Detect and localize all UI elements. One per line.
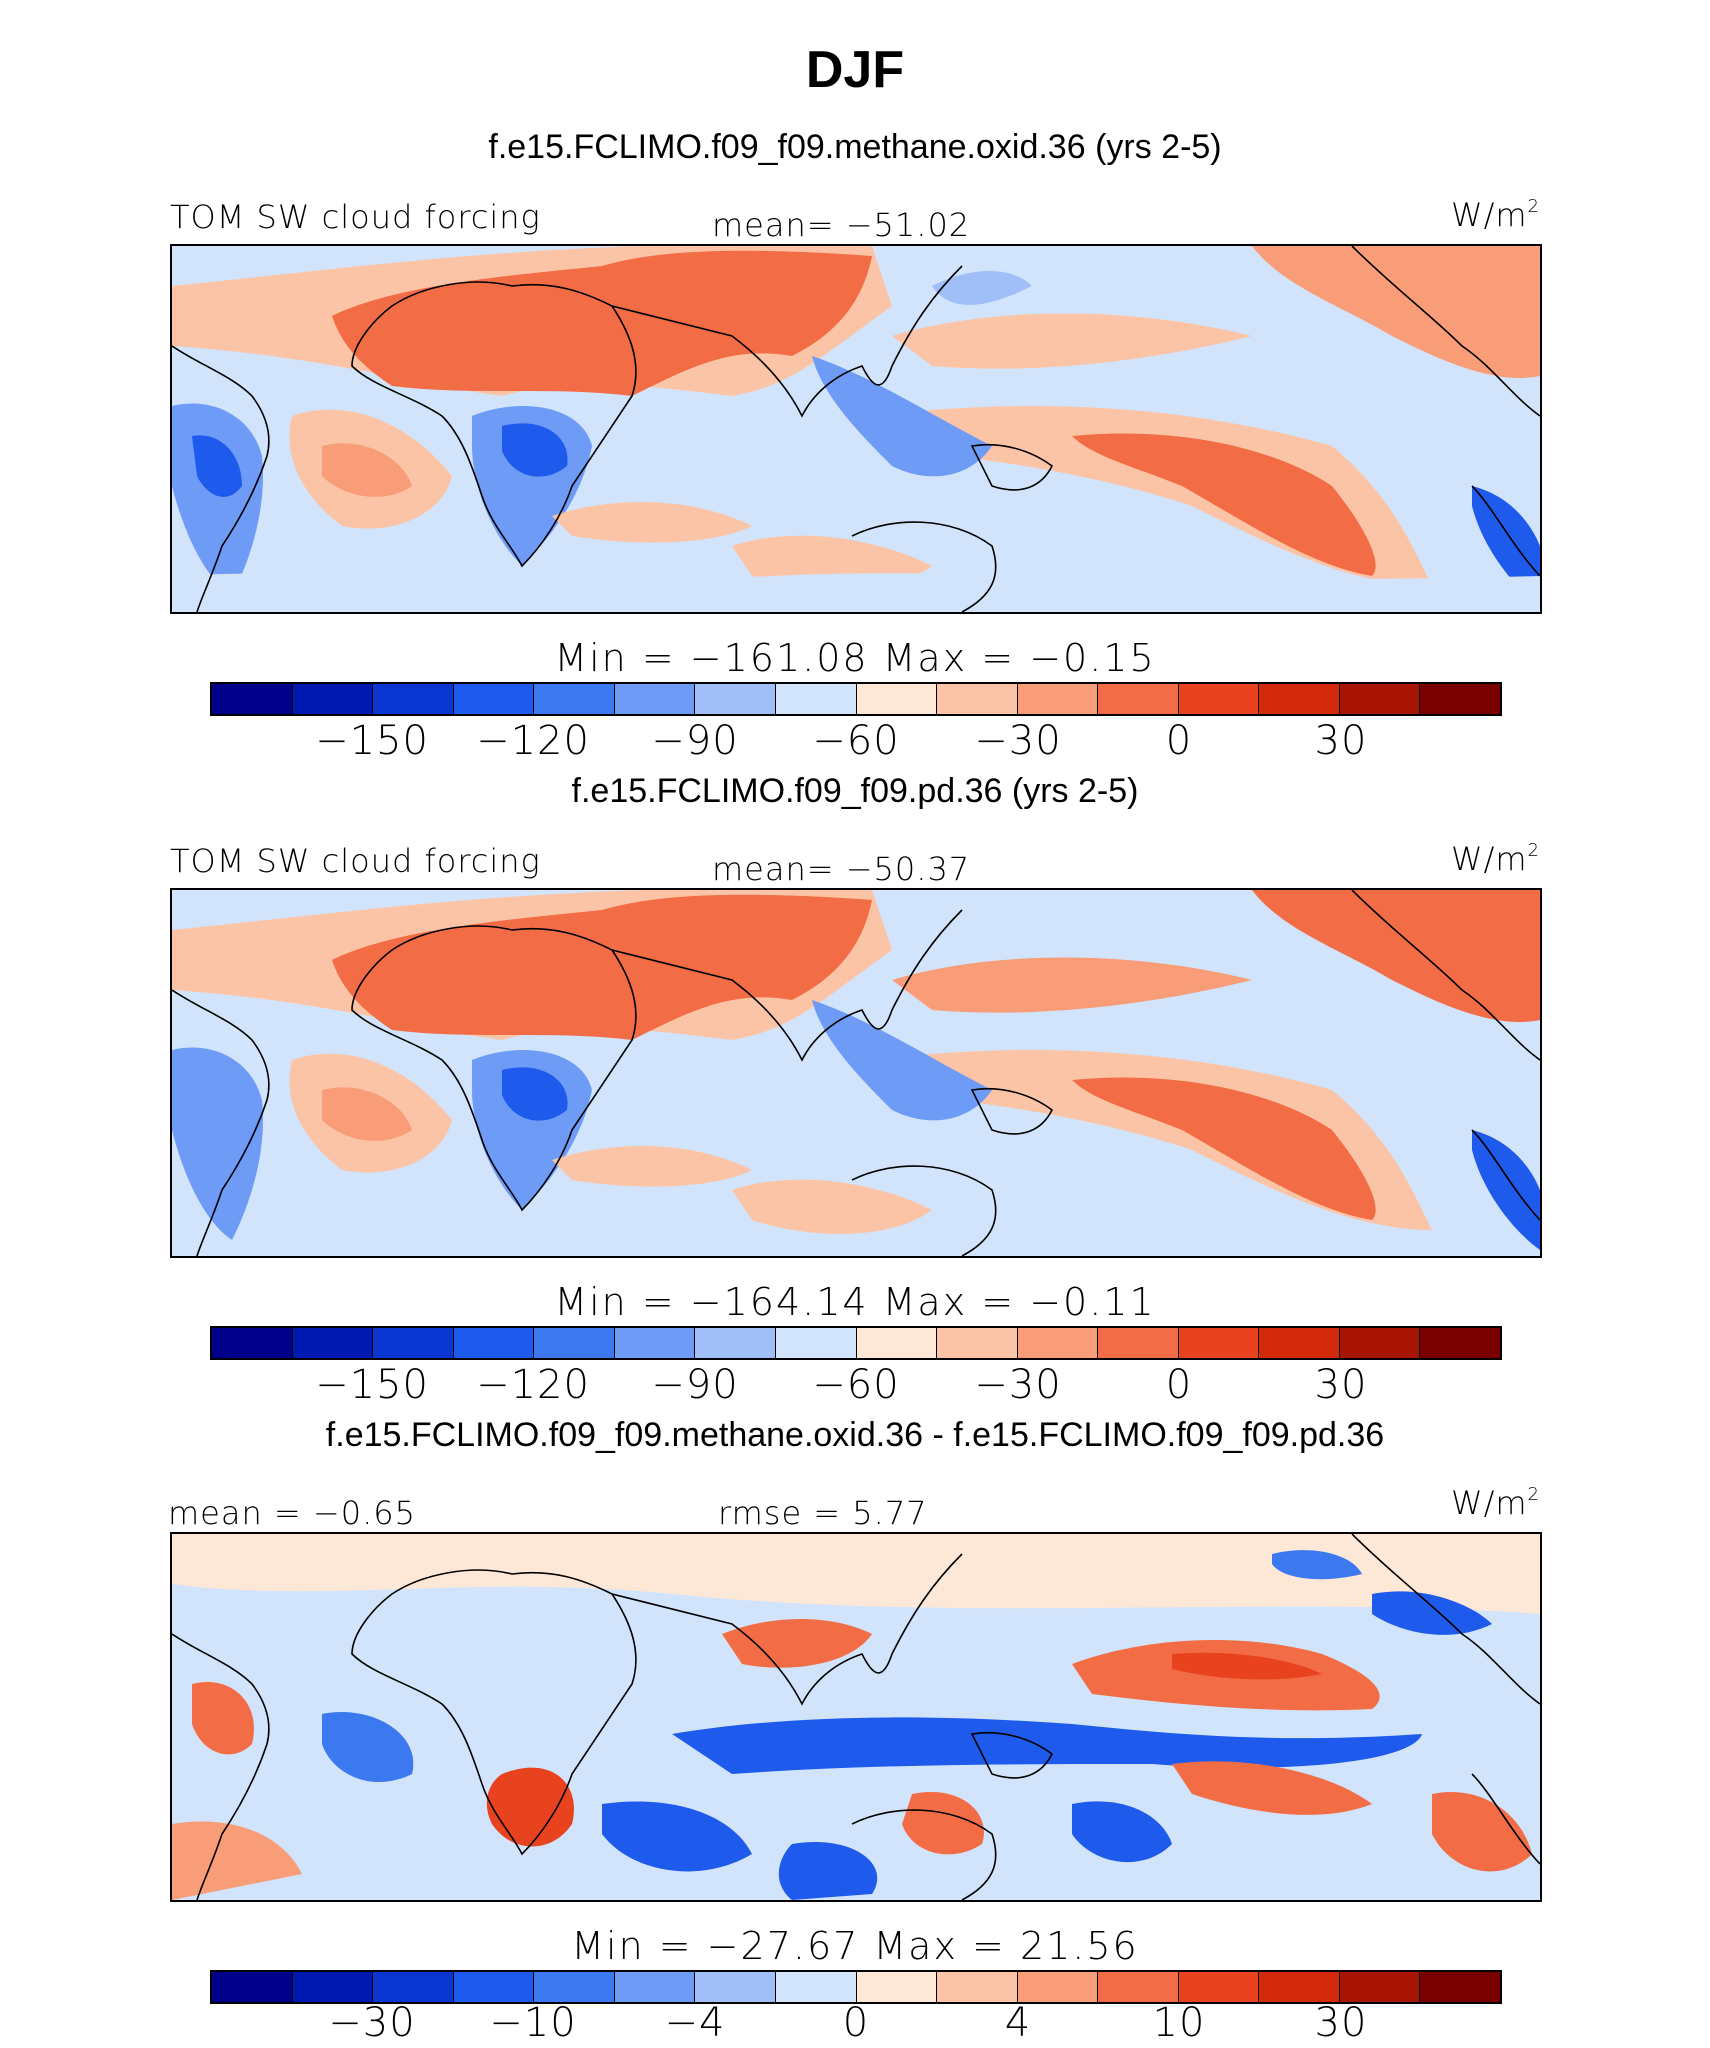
- panel-1-case-title: f.e15.FCLIMO.f09_f09.methane.oxid.36 (yr…: [488, 128, 1222, 166]
- panel-1-map: [170, 244, 1542, 614]
- colorbar-swatch: [695, 1328, 776, 1358]
- panel-3-map: [170, 1532, 1542, 1902]
- panel-3-tick-label: −10: [489, 2000, 577, 2046]
- colorbar-swatch: [1098, 1972, 1179, 2002]
- panel-3-mean-label: mean = −0.65: [168, 1494, 416, 1532]
- panel-2-colorbar: [210, 1326, 1502, 1360]
- colorbar-swatch: [1339, 1972, 1421, 2002]
- colorbar-swatch: [1098, 1328, 1179, 1358]
- colorbar-swatch: [1259, 684, 1340, 714]
- panel-3-tick-label: 30: [1314, 2000, 1368, 2046]
- panel-1-units-label: W/m2: [1450, 196, 1540, 234]
- panel-2-tick-label: 30: [1314, 1362, 1368, 1408]
- colorbar-swatch: [1017, 1328, 1099, 1358]
- panel-1-tick-label: −30: [974, 718, 1062, 764]
- panel-2-tick-label: −60: [812, 1362, 900, 1408]
- colorbar-swatch: [937, 1972, 1018, 2002]
- colorbar-swatch: [775, 684, 857, 714]
- panel-3-rmse-label: rmse = 5.77: [718, 1494, 928, 1532]
- panel-2-tick-label: −150: [315, 1362, 429, 1408]
- panel-1-tick-label: −90: [651, 718, 739, 764]
- panel-3-tick-label: 10: [1152, 2000, 1206, 2046]
- colorbar-swatch: [614, 1972, 696, 2002]
- colorbar-swatch: [1017, 684, 1099, 714]
- colorbar-swatch: [292, 1328, 374, 1358]
- colorbar-swatch: [775, 1328, 857, 1358]
- colorbar-swatch: [1178, 1972, 1260, 2002]
- panel-2-tick-label: −90: [651, 1362, 739, 1408]
- panel-1-min-max: Min = −161.08 Max = −0.15: [554, 636, 1156, 680]
- panel-3-tick-label: 0: [842, 2000, 870, 2046]
- colorbar-swatch: [453, 1328, 535, 1358]
- colorbar-swatch: [373, 684, 454, 714]
- panel-3-tick-label: 4: [1004, 2000, 1032, 2046]
- colorbar-swatch: [212, 1328, 293, 1358]
- colorbar-swatch: [856, 1972, 938, 2002]
- panel-2-case-title: f.e15.FCLIMO.f09_f09.pd.36 (yrs 2-5): [571, 772, 1139, 810]
- colorbar-swatch: [614, 684, 696, 714]
- colorbar-swatch: [292, 1972, 374, 2002]
- panel-1-tick-label: −150: [315, 718, 429, 764]
- colorbar-swatch: [373, 1328, 454, 1358]
- panel-3-min-max: Min = −27.67 Max = 21.56: [571, 1924, 1139, 1968]
- panel-2-variable-label: TOM SW cloud forcing: [170, 842, 541, 880]
- colorbar-swatch: [937, 684, 1018, 714]
- panel-1-variable-label: TOM SW cloud forcing: [170, 198, 541, 236]
- colorbar-swatch: [937, 1328, 1018, 1358]
- panel-3-colorbar: [210, 1970, 1502, 2004]
- colorbar-swatch: [292, 684, 374, 714]
- panel-1-tick-label: −60: [812, 718, 900, 764]
- colorbar-swatch: [534, 1328, 615, 1358]
- panel-3-case-title: f.e15.FCLIMO.f09_f09.methane.oxid.36 - f…: [325, 1416, 1385, 1454]
- colorbar-swatch: [212, 684, 293, 714]
- panel-2-min-max: Min = −164.14 Max = −0.11: [554, 1280, 1156, 1324]
- panel-1-colorbar: [210, 682, 1502, 716]
- colorbar-swatch: [1178, 684, 1260, 714]
- panel-3-units-label: W/m2: [1450, 1484, 1540, 1522]
- panel-2-tick-label: −30: [974, 1362, 1062, 1408]
- panel-2-map: [170, 888, 1542, 1258]
- colorbar-swatch: [453, 684, 535, 714]
- panel-2-mean-label: mean= −50.37: [712, 850, 971, 888]
- colorbar-swatch: [1259, 1972, 1340, 2002]
- colorbar-swatch: [1420, 1328, 1500, 1358]
- colorbar-swatch: [614, 1328, 696, 1358]
- panel-2-units-label: W/m2: [1450, 840, 1540, 878]
- colorbar-swatch: [1017, 1972, 1099, 2002]
- colorbar-swatch: [212, 1972, 293, 2002]
- colorbar-swatch: [856, 684, 938, 714]
- panel-1-mean-label: mean= −51.02: [712, 206, 971, 244]
- panel-2-tick-label: 0: [1165, 1362, 1193, 1408]
- colorbar-swatch: [1420, 684, 1500, 714]
- colorbar-swatch: [695, 684, 776, 714]
- panel-2-tick-label: −120: [476, 1362, 590, 1408]
- figure-title: DJF: [805, 41, 905, 99]
- colorbar-swatch: [775, 1972, 857, 2002]
- colorbar-swatch: [695, 1972, 776, 2002]
- colorbar-swatch: [1420, 1972, 1500, 2002]
- colorbar-swatch: [1259, 1328, 1340, 1358]
- colorbar-swatch: [1339, 684, 1421, 714]
- panel-3-tick-label: −30: [328, 2000, 416, 2046]
- panel-1-tick-label: 30: [1314, 718, 1368, 764]
- colorbar-swatch: [453, 1972, 535, 2002]
- colorbar-swatch: [534, 684, 615, 714]
- colorbar-swatch: [373, 1972, 454, 2002]
- panel-1-tick-label: 0: [1165, 718, 1193, 764]
- panel-1-tick-label: −120: [476, 718, 590, 764]
- colorbar-swatch: [856, 1328, 938, 1358]
- colorbar-swatch: [534, 1972, 615, 2002]
- colorbar-swatch: [1098, 684, 1179, 714]
- panel-3-tick-label: −4: [664, 2000, 726, 2046]
- colorbar-swatch: [1339, 1328, 1421, 1358]
- colorbar-swatch: [1178, 1328, 1260, 1358]
